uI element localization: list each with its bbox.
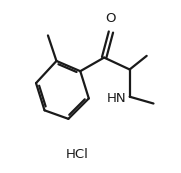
- Text: HN: HN: [107, 92, 126, 105]
- Text: O: O: [106, 12, 116, 25]
- Text: HCl: HCl: [66, 148, 88, 161]
